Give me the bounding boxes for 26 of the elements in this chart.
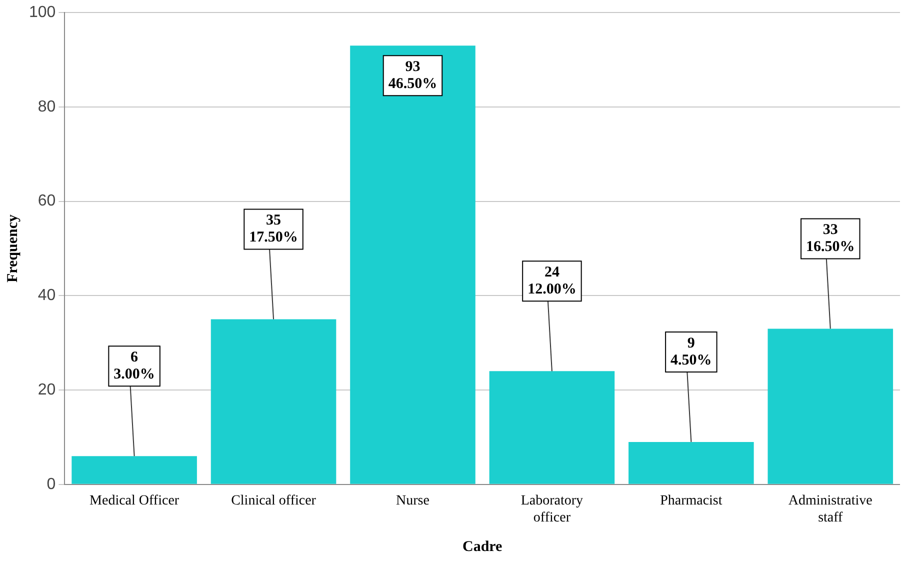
data-label: 6 3.00%	[114, 349, 155, 382]
data-label: 9 4.50%	[670, 335, 712, 368]
bar	[628, 442, 754, 484]
x-tick-label: Laboratory officer	[520, 493, 584, 526]
bar	[350, 46, 476, 484]
x-tick-label: Pharmacist	[660, 493, 722, 508]
y-tick-label: 100	[28, 4, 56, 22]
bar	[768, 328, 894, 484]
x-tick-label: Nurse	[396, 493, 430, 508]
y-tick-label: 0	[46, 476, 56, 493]
data-label: 35 17.50%	[249, 212, 298, 246]
x-axis-title: Cadre	[462, 538, 503, 555]
x-tick-label: Clinical officer	[231, 493, 316, 508]
y-tick-label: 20	[38, 381, 56, 398]
y-axis-title: Frequency	[4, 214, 21, 283]
x-tick-label: Medical Officer	[90, 493, 180, 508]
y-tick-label: 80	[38, 98, 56, 116]
data-label: 93 46.50%	[388, 59, 438, 92]
x-tick-label: Administrative staff	[788, 493, 872, 526]
data-label: 24 12.00%	[528, 264, 576, 298]
bar	[210, 319, 336, 484]
y-tick-label: 40	[38, 287, 56, 304]
bar	[72, 456, 197, 484]
bar	[489, 371, 615, 484]
y-tick-label: 60	[38, 192, 56, 210]
data-label: 33 16.50%	[806, 222, 855, 256]
